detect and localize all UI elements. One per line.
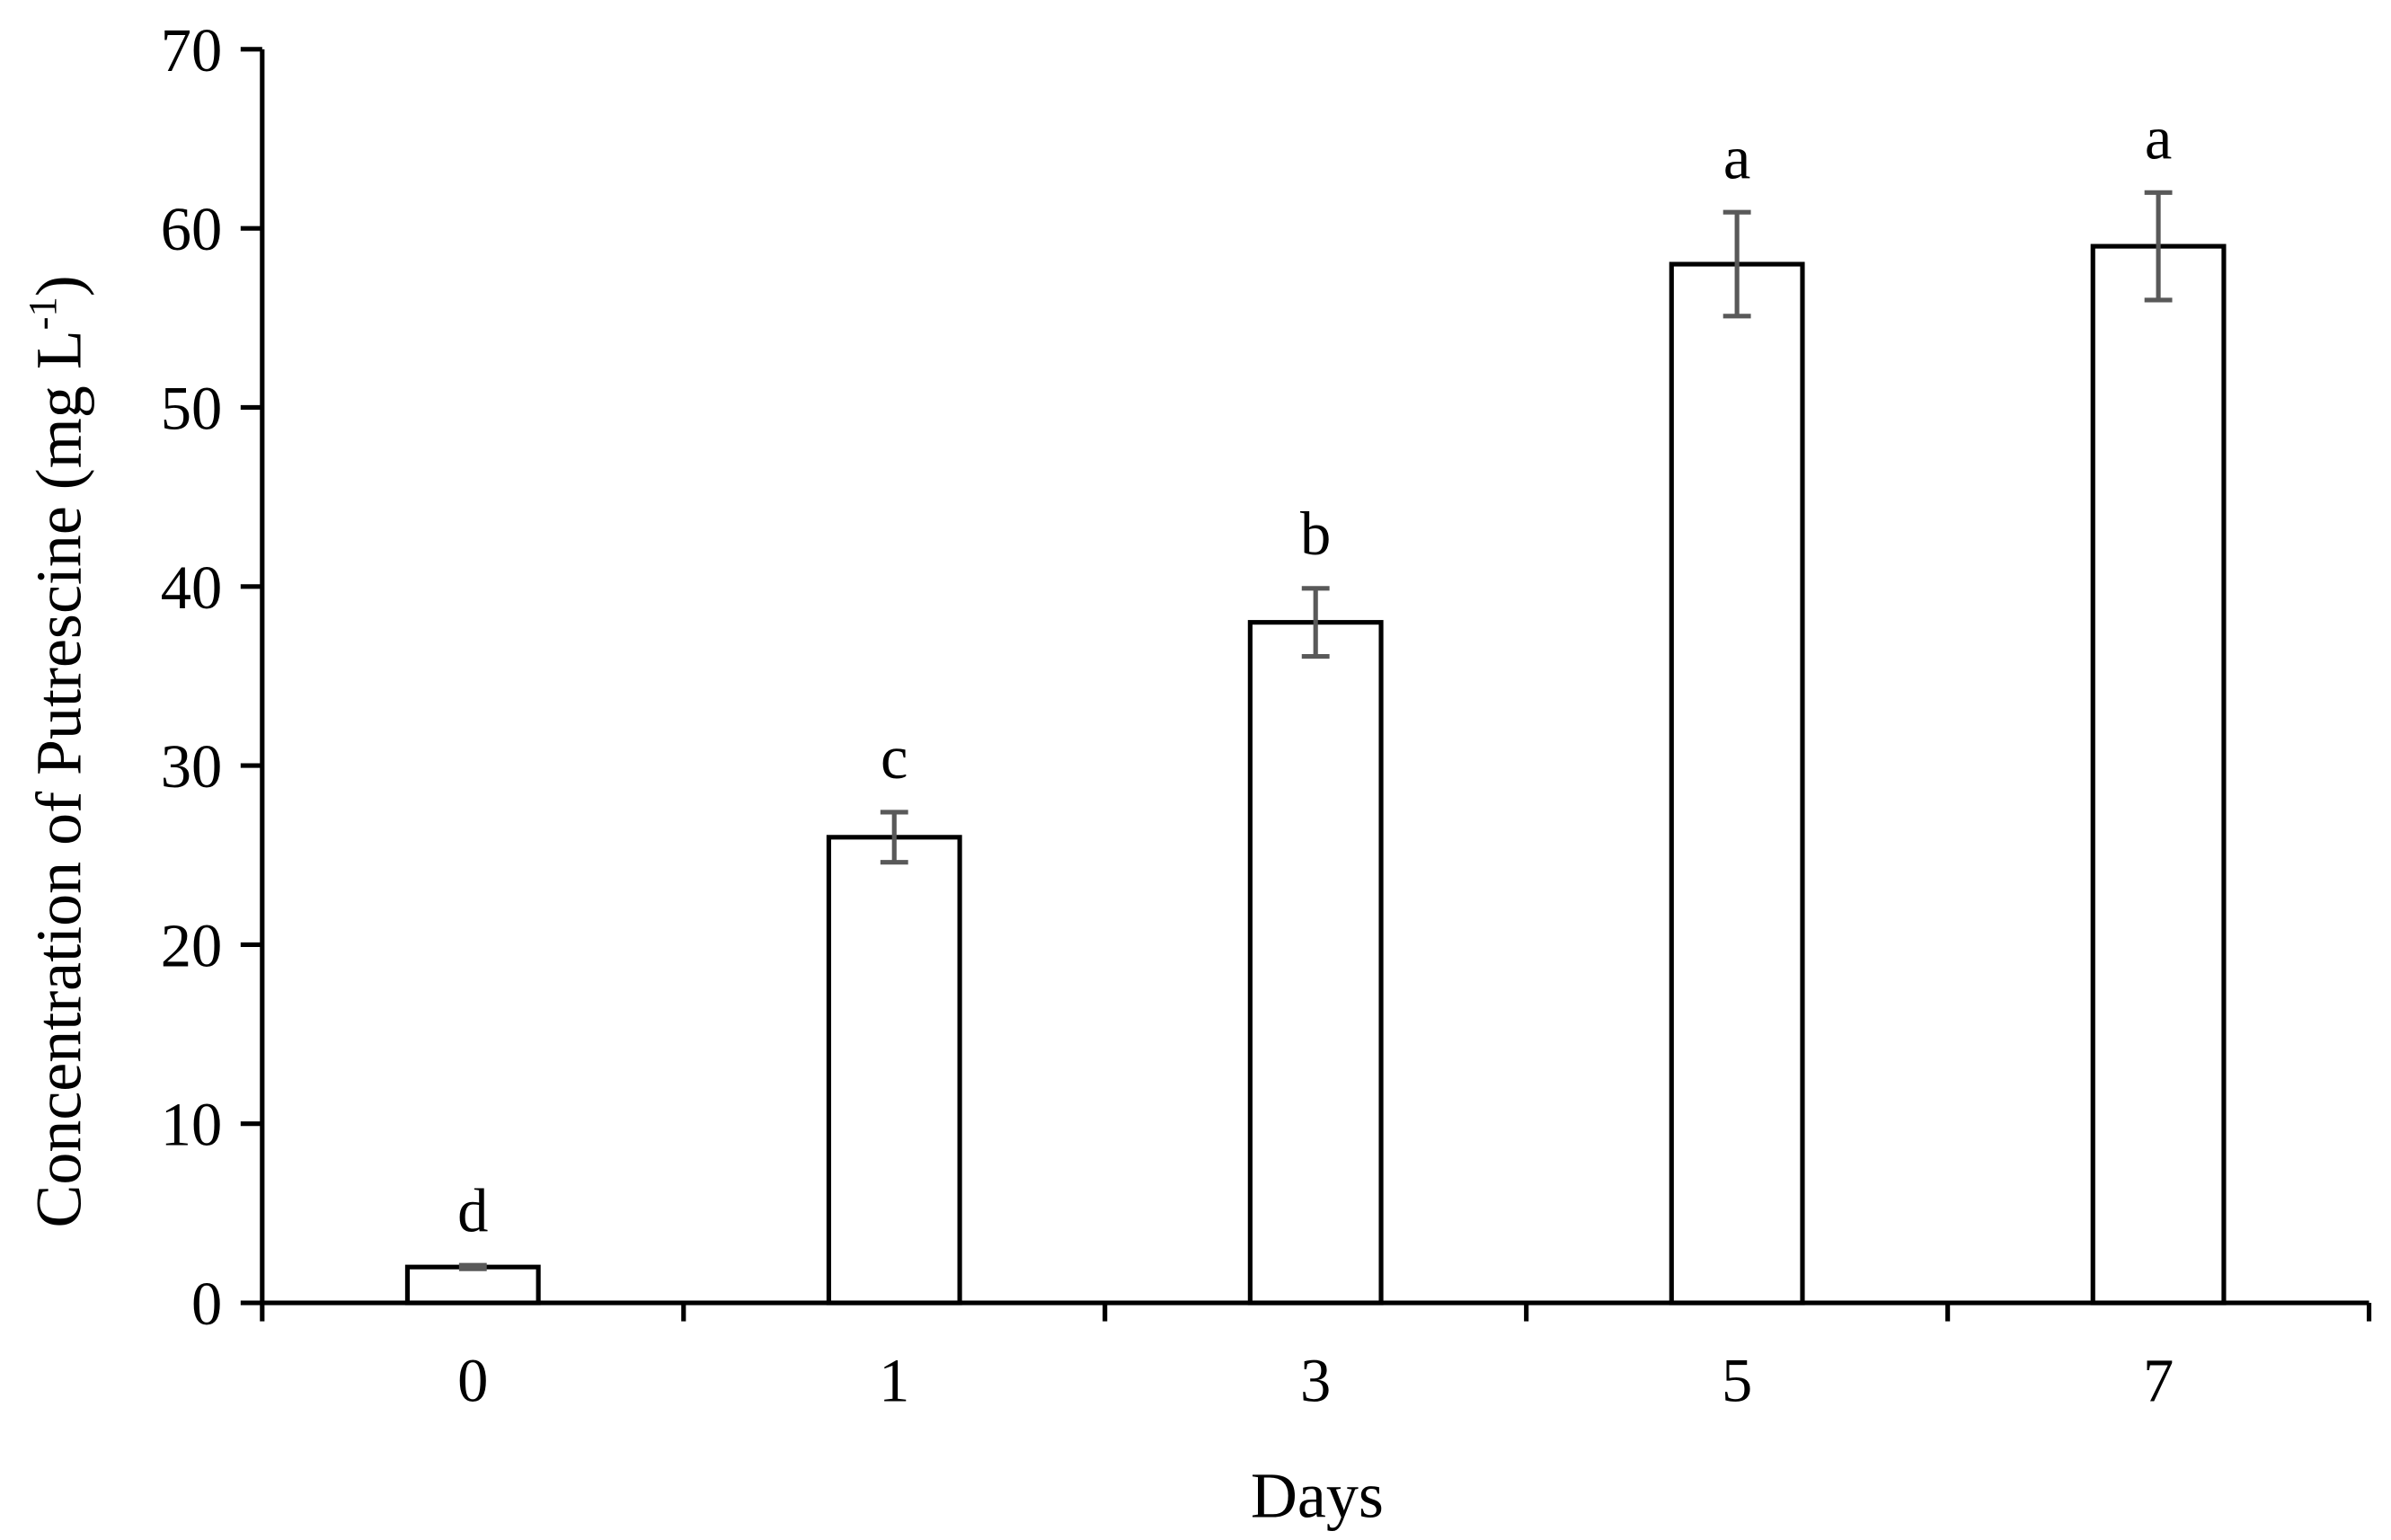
error-bar (880, 810, 908, 865)
significance-letter: a (2145, 104, 2172, 173)
bar (2090, 243, 2227, 1305)
error-bar (1722, 209, 1751, 319)
y-tick-label: 60 (161, 195, 223, 263)
x-tick-label: 3 (1300, 1347, 1331, 1415)
y-tick-label: 30 (161, 732, 223, 801)
x-axis-label: Days (1251, 1459, 1384, 1531)
y-tick-label: 40 (161, 553, 223, 622)
x-tick-label: 0 (457, 1347, 488, 1415)
y-tick-label: 20 (161, 911, 223, 979)
significance-letter: a (1723, 124, 1750, 192)
bar (1669, 261, 1805, 1305)
bar (1247, 620, 1384, 1305)
error-bar (458, 1262, 487, 1271)
x-tick-label: 7 (2143, 1347, 2174, 1415)
significance-letter: b (1300, 500, 1331, 568)
y-tick-label: 10 (161, 1091, 223, 1159)
y-axis-label-text: Concentration of Putrescine (mg L (23, 330, 95, 1227)
significance-letter: d (457, 1176, 488, 1244)
x-tick-label: 5 (1722, 1347, 1752, 1415)
y-tick-label: 70 (161, 16, 223, 84)
y-axis-label-suffix: ) (23, 275, 95, 296)
x-tick-label: 1 (879, 1347, 909, 1415)
bar (826, 835, 962, 1305)
y-axis-label: Concentration of Putrescine (mg L-1) (20, 275, 94, 1227)
y-tick-label: 0 (191, 1270, 222, 1338)
y-tick-label: 50 (161, 374, 223, 442)
bar (404, 1264, 541, 1305)
significance-letter: c (881, 723, 908, 792)
error-bar (2144, 190, 2173, 303)
error-bar (1301, 586, 1330, 659)
y-axis-label-superscript: -1 (20, 296, 65, 330)
